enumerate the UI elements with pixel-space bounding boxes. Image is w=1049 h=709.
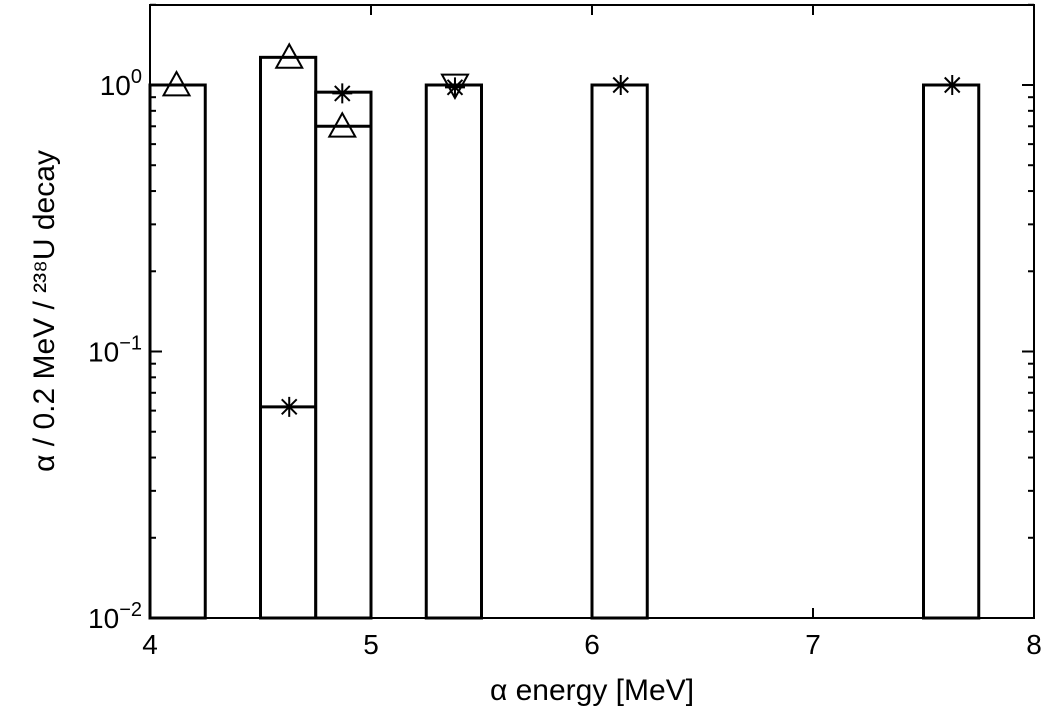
marker-asterisk-2 xyxy=(279,396,300,417)
marker-triangle-up-1 xyxy=(274,42,304,69)
marker-triangle-up-4 xyxy=(327,111,357,138)
y-tick-label-2: 100 xyxy=(100,66,142,101)
markers-layer xyxy=(161,42,963,417)
x-tick-label-3: 7 xyxy=(805,629,821,660)
bar-5 xyxy=(922,83,981,620)
y-tick-label-1: 10−1 xyxy=(88,333,142,368)
x-tick-label-0: 4 xyxy=(142,629,158,660)
y-axis-label: α / 0.2 MeV / ²³⁸U decay xyxy=(28,150,61,472)
marker-asterisk-6 xyxy=(444,77,465,98)
y-tick-label-0: 10−2 xyxy=(88,599,142,634)
x-tick-label-2: 6 xyxy=(584,629,600,660)
plot-frame xyxy=(149,4,1035,619)
bar-2 xyxy=(314,90,373,620)
marker-asterisk-8 xyxy=(942,75,963,95)
bars-layer xyxy=(148,55,981,620)
bar-4 xyxy=(590,83,649,620)
bar-3 xyxy=(424,83,483,620)
x-tick-label-4: 8 xyxy=(1026,629,1042,660)
tick-labels-layer: 4 5 6 7 8 10−2 10−1 100 xyxy=(88,66,1042,660)
marker-triangle-up-0 xyxy=(161,69,192,97)
bar-1 xyxy=(259,55,318,620)
x-tick-label-1: 5 xyxy=(363,629,379,660)
marker-asterisk-7 xyxy=(610,75,631,95)
marker-asterisk-3 xyxy=(332,83,353,104)
x-axis-label: α energy [MeV] xyxy=(490,674,694,707)
marker-triangle-down-5 xyxy=(440,73,470,101)
